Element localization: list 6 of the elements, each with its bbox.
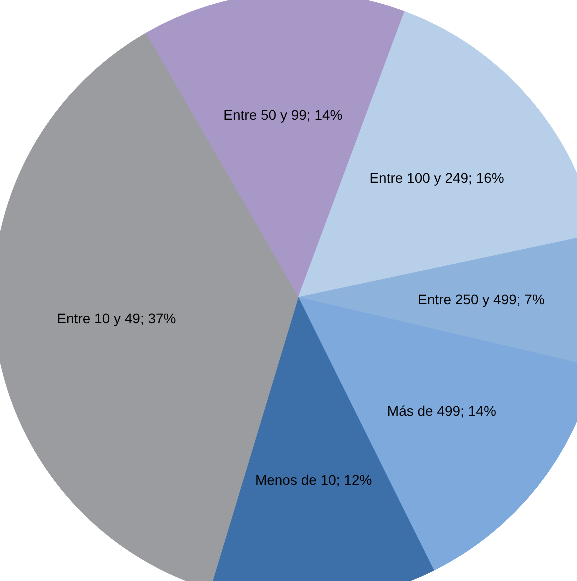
slice-label: Entre 100 y 249; 16% <box>370 170 504 186</box>
slice-label: Más de 499; 14% <box>387 403 496 420</box>
slice-label: Menos de 10; 12% <box>255 472 372 488</box>
slice-label: Entre 50 y 99; 14% <box>224 107 343 124</box>
slice-label: Entre 250 y 499; 7% <box>418 291 545 308</box>
slice-label: Entre 10 y 49; 37% <box>57 310 176 327</box>
